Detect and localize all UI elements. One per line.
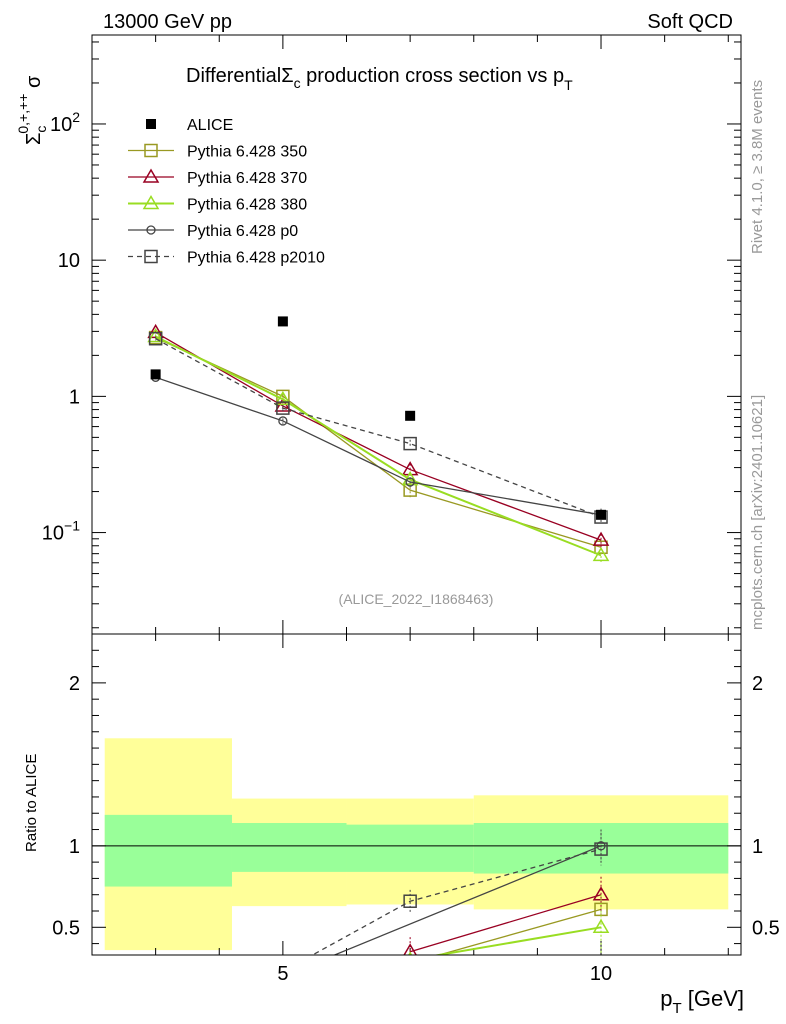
- ratio-frame: [91, 633, 742, 956]
- legend-marker: [146, 119, 156, 129]
- legend-marker: [144, 143, 158, 158]
- ylabel-rest: σ: [23, 75, 45, 94]
- legend-marker: [142, 195, 160, 210]
- x-tick-label: 10: [590, 963, 612, 985]
- series-3-point: [147, 328, 164, 343]
- y-tick-exp: −1: [64, 518, 80, 534]
- y-axis-label: Σc0,+,++ σ: [15, 75, 49, 145]
- ratio-series-1-line: [409, 894, 602, 953]
- y-tick-base: 10: [50, 114, 72, 136]
- legend-marker: [144, 249, 158, 264]
- y-tick-base: 10: [58, 250, 80, 272]
- ylabel-sup: 0,+,++: [15, 94, 31, 134]
- chart-title: DifferentialΣc production cross section …: [186, 65, 573, 93]
- header-left: 13000 GeV pp: [103, 11, 232, 33]
- legend-label: Pythia 6.428 370: [187, 170, 307, 187]
- legend-label: Pythia 6.428 350: [187, 144, 307, 161]
- ratio-series-3-line: [332, 845, 602, 955]
- series-5-point: [403, 436, 417, 451]
- alice-point: [596, 509, 607, 520]
- y-tick-label: 1: [69, 386, 80, 408]
- ratio-series-4-point: [594, 842, 608, 856]
- series-3-point: [592, 546, 610, 562]
- ratio-series-0-point: [404, 957, 416, 969]
- side-label-mcplots: mcplots.cern.ch [arXiv:2401.10621]: [749, 395, 766, 630]
- ratio-y-tick-label-right: 0.5: [752, 917, 780, 939]
- y-tick-label: 10−1: [42, 518, 80, 545]
- ratio-series-4-point: [403, 894, 417, 908]
- ratio-series-4-line: [311, 848, 602, 955]
- side-label-rivet: Rivet 4.1.0, ≥ 3.8M events: [749, 80, 766, 254]
- series-5-point: [148, 331, 163, 346]
- y-tick-base: 1: [69, 386, 80, 408]
- xlabel-sub: T: [672, 1000, 681, 1017]
- ratio-series-2-line: [432, 926, 602, 955]
- legend-label: Pythia 6.428 p2010: [187, 250, 325, 267]
- series-4-point: [405, 477, 415, 487]
- ratio-y-tick-label: 0.5: [52, 917, 80, 939]
- title-part: production cross section vs p: [301, 65, 564, 87]
- series-2-point: [592, 531, 610, 546]
- series-5-point: [276, 401, 290, 415]
- ratio-y-axis-label: Ratio to ALICE: [23, 754, 40, 852]
- xlabel-unit: [GeV]: [682, 986, 744, 1011]
- y-tick-base: 10: [42, 523, 64, 545]
- ratio-y-tick-label-right: 2: [752, 673, 763, 695]
- band-inner: [231, 823, 347, 872]
- y-tick-label: 10: [58, 250, 80, 272]
- legend-label: Pythia 6.428 p0: [187, 223, 298, 240]
- band-inner: [104, 814, 232, 887]
- series-5-line: [155, 338, 602, 518]
- ratio-series-2-point: [592, 918, 610, 934]
- legend-label: Pythia 6.428 380: [187, 197, 307, 214]
- main-plot-area: [147, 316, 610, 564]
- series-4-line: [155, 376, 602, 516]
- legend-label: ALICE: [187, 117, 233, 134]
- alice-point: [150, 369, 161, 380]
- ylabel-sigma: Σ: [23, 133, 45, 145]
- alice-point: [405, 410, 416, 421]
- ylabel-sub: c: [33, 126, 49, 133]
- reference-band: [92, 738, 741, 951]
- ratio-y-tick-label-right: 1: [752, 836, 763, 858]
- band-inner: [346, 824, 474, 872]
- x-axis-label: pT [GeV]: [660, 986, 744, 1017]
- series-3-line: [155, 335, 602, 557]
- ratio-y-tick-label: 1: [69, 836, 80, 858]
- title-part: DifferentialΣ: [186, 65, 294, 87]
- series-4-point: [278, 416, 288, 426]
- header-right: Soft QCD: [647, 11, 733, 33]
- legend-marker: [146, 225, 156, 235]
- series-3-point: [274, 390, 292, 406]
- y-tick-label: 102: [50, 109, 80, 136]
- ratio-plot-area: [311, 829, 610, 969]
- series-3-point: [401, 471, 419, 486]
- title-sub-c: c: [294, 75, 301, 91]
- alice-point: [277, 316, 288, 327]
- legend: ALICE Pythia 6.428 350 Pythia 6.428 370 Pyt…: [128, 117, 325, 267]
- title-sub-t: T: [564, 77, 573, 93]
- ratio-series-1-point: [403, 943, 417, 955]
- xlabel-p: p: [660, 986, 672, 1011]
- ratio-y-tick-label: 2: [69, 673, 80, 695]
- analysis-id: (ALICE_2022_I1868463): [339, 591, 494, 607]
- x-tick-label: 5: [277, 963, 288, 985]
- legend-marker: [142, 168, 160, 183]
- series-2-line: [155, 331, 602, 541]
- y-tick-exp: 2: [72, 109, 80, 125]
